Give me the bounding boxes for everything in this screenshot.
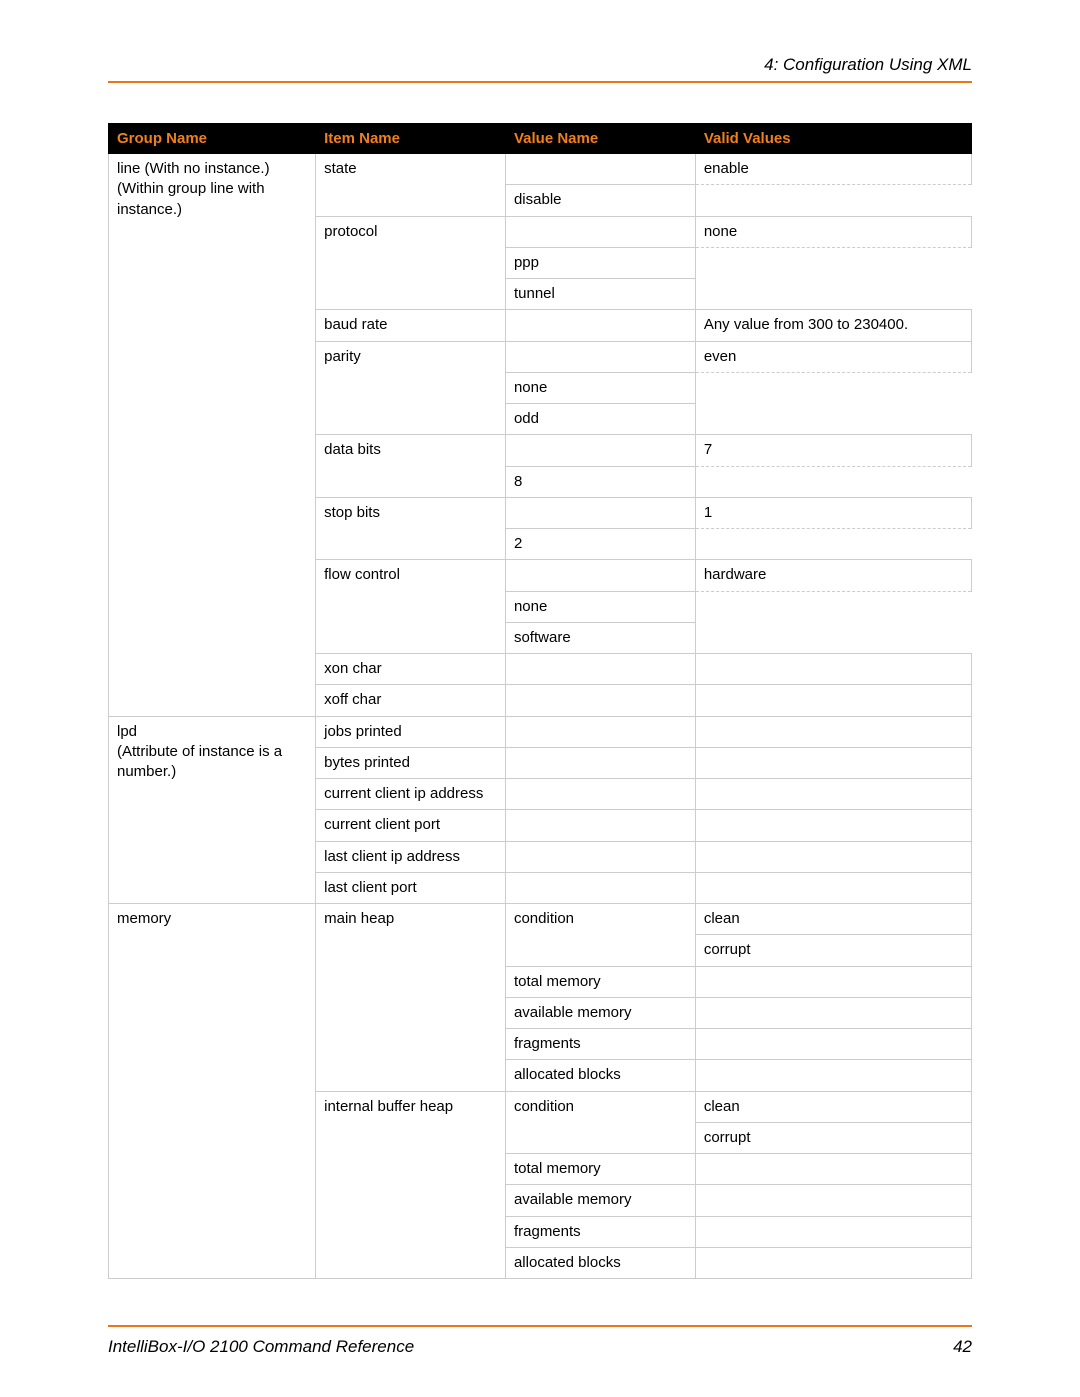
cell-item: current client ip address	[316, 779, 506, 810]
cell-valid: 2	[505, 529, 695, 560]
col-header-group: Group Name	[109, 124, 316, 154]
cell-item: xoff char	[316, 685, 506, 716]
cell-value: allocated blocks	[505, 1247, 695, 1278]
cell-valid	[695, 1247, 971, 1278]
cell-valid: 7	[695, 435, 971, 466]
cell-group: line (With no instance.) (Within group l…	[109, 154, 316, 717]
cell-item: last client ip address	[316, 841, 506, 872]
cell-valid	[695, 1029, 971, 1060]
cell-valid: ppp	[505, 247, 695, 278]
cell-value: available memory	[505, 997, 695, 1028]
cell-group: memory	[109, 904, 316, 1279]
cell-item: last client port	[316, 872, 506, 903]
cell-valid	[695, 997, 971, 1028]
cell-value	[505, 560, 695, 591]
cell-value	[505, 435, 695, 466]
table-row: line (With no instance.) (Within group l…	[109, 154, 972, 185]
cell-item: main heap	[316, 904, 506, 1092]
cell-value	[505, 654, 695, 685]
cell-valid	[695, 716, 971, 747]
cell-valid	[695, 1060, 971, 1091]
cell-item: current client port	[316, 810, 506, 841]
cell-value: total memory	[505, 966, 695, 997]
cell-value	[505, 810, 695, 841]
table-row: lpd(Attribute of instance is a number.)j…	[109, 716, 972, 747]
cell-item: data bits	[316, 435, 506, 498]
cell-item: baud rate	[316, 310, 506, 341]
cell-valid	[695, 747, 971, 778]
table-row: memorymain heapconditionclean	[109, 904, 972, 935]
cell-valid: clean	[695, 1091, 971, 1122]
cell-valid: hardware	[695, 560, 971, 591]
table-header-row: Group Name Item Name Value Name Valid Va…	[109, 124, 972, 154]
cell-valid	[695, 1216, 971, 1247]
cell-valid: corrupt	[695, 1122, 971, 1153]
cell-item: parity	[316, 341, 506, 435]
col-header-valid: Valid Values	[695, 124, 971, 154]
cell-valid: none	[505, 591, 695, 622]
cell-value	[505, 341, 695, 372]
cell-item: stop bits	[316, 497, 506, 560]
cell-valid: corrupt	[695, 935, 971, 966]
cell-valid	[695, 872, 971, 903]
cell-value	[505, 216, 695, 247]
cell-valid	[695, 810, 971, 841]
cell-item: xon char	[316, 654, 506, 685]
cell-value	[505, 497, 695, 528]
cell-value: total memory	[505, 1154, 695, 1185]
cell-value: condition	[505, 904, 695, 967]
chapter-title: 4: Configuration Using XML	[108, 55, 972, 75]
cell-value	[505, 779, 695, 810]
bottom-divider	[108, 1325, 972, 1327]
cell-valid	[695, 654, 971, 685]
cell-valid: even	[695, 341, 971, 372]
cell-valid: Any value from 300 to 230400.	[695, 310, 971, 341]
cell-valid: 1	[695, 497, 971, 528]
col-header-value: Value Name	[505, 124, 695, 154]
cell-item: flow control	[316, 560, 506, 654]
cell-value	[505, 747, 695, 778]
cell-value	[505, 841, 695, 872]
page-number: 42	[953, 1337, 972, 1357]
cell-item: state	[316, 154, 506, 217]
cell-item: bytes printed	[316, 747, 506, 778]
cell-valid	[695, 966, 971, 997]
cell-valid: none	[695, 216, 971, 247]
cell-value	[505, 716, 695, 747]
cell-valid: enable	[695, 154, 971, 185]
cell-valid: odd	[505, 404, 695, 435]
cell-value: allocated blocks	[505, 1060, 695, 1091]
cell-item: jobs printed	[316, 716, 506, 747]
cell-valid: software	[505, 622, 695, 653]
cell-value: fragments	[505, 1216, 695, 1247]
cell-value: available memory	[505, 1185, 695, 1216]
cell-value	[505, 154, 695, 185]
doc-title: IntelliBox-I/O 2100 Command Reference	[108, 1337, 414, 1357]
cell-value: condition	[505, 1091, 695, 1154]
cell-item: protocol	[316, 216, 506, 310]
cell-value: fragments	[505, 1029, 695, 1060]
cell-valid	[695, 841, 971, 872]
cell-valid	[695, 1185, 971, 1216]
cell-value	[505, 685, 695, 716]
cell-valid	[695, 779, 971, 810]
cell-valid: clean	[695, 904, 971, 935]
cell-valid	[695, 685, 971, 716]
cell-value	[505, 872, 695, 903]
cell-valid: tunnel	[505, 279, 695, 310]
cell-valid: none	[505, 372, 695, 403]
cell-group: lpd(Attribute of instance is a number.)	[109, 716, 316, 904]
cell-valid: 8	[505, 466, 695, 497]
cell-item: internal buffer heap	[316, 1091, 506, 1279]
cell-valid: disable	[505, 185, 695, 216]
cell-value	[505, 310, 695, 341]
cell-valid	[695, 1154, 971, 1185]
config-table: Group Name Item Name Value Name Valid Va…	[108, 123, 972, 1279]
top-divider	[108, 81, 972, 83]
page-footer: IntelliBox-I/O 2100 Command Reference 42	[108, 1325, 972, 1357]
col-header-item: Item Name	[316, 124, 506, 154]
